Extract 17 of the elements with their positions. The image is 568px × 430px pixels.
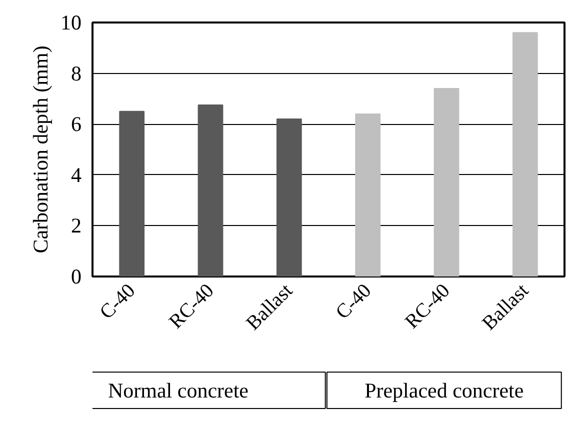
bar bbox=[198, 104, 224, 276]
y-tick-label: 2 bbox=[71, 214, 82, 238]
bar bbox=[355, 113, 381, 276]
y-axis-title: Carbonation depth (mm) bbox=[28, 46, 52, 254]
y-tick-label: 8 bbox=[71, 61, 82, 86]
bar bbox=[512, 32, 538, 276]
y-tick-label: 0 bbox=[71, 264, 82, 288]
bar bbox=[119, 110, 145, 276]
y-tick-label: 4 bbox=[71, 162, 82, 187]
bar bbox=[276, 118, 302, 276]
text: Preplaced concrete bbox=[364, 378, 524, 402]
x-tick-label: C-40 bbox=[96, 280, 140, 324]
bar bbox=[434, 88, 460, 276]
text: Normal concrete bbox=[108, 378, 249, 402]
y-tick-label: 6 bbox=[71, 112, 82, 136]
y-tick-label: 10 bbox=[60, 10, 82, 34]
x-tick-label: C-40 bbox=[332, 280, 376, 324]
